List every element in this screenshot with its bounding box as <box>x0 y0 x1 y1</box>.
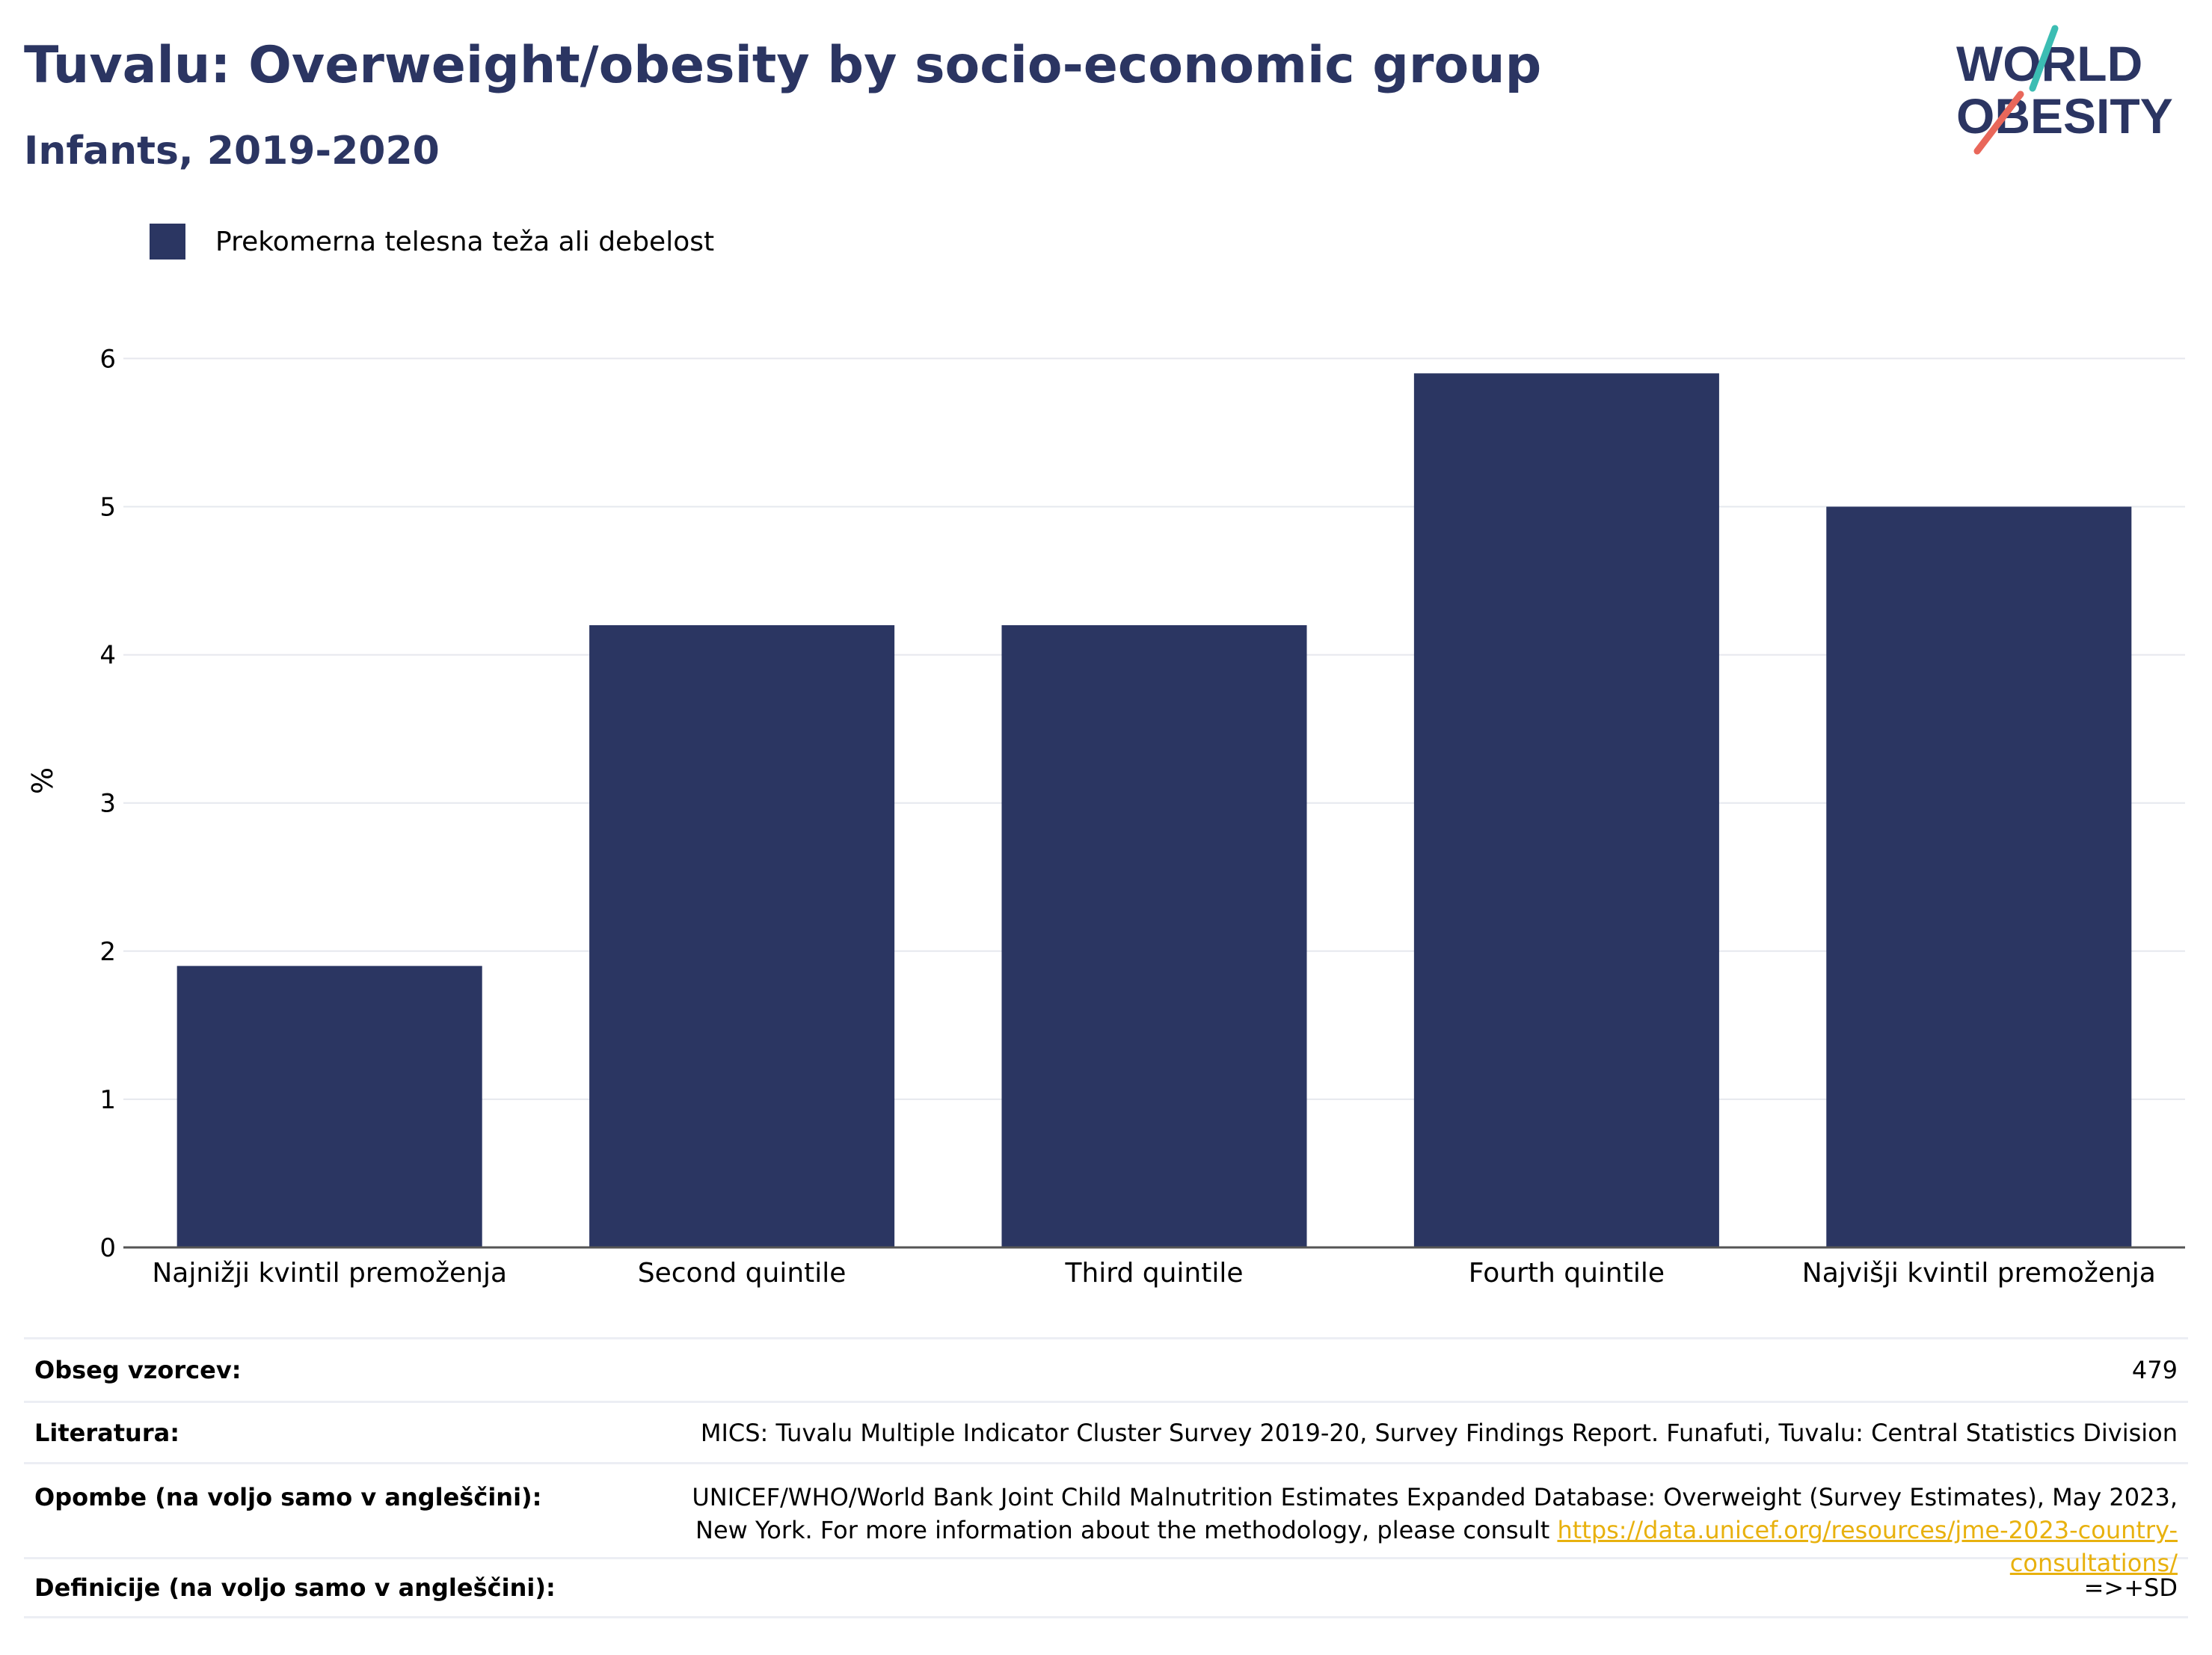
x-tick-label: Fourth quintile <box>1469 1258 1665 1289</box>
legend-label: Prekomerna telesna teža ali debelost <box>215 226 715 257</box>
bar-chart: 0 1 2 3 4 5 6 Najnižji kvintil premoženja Second… <box>26 344 2185 1289</box>
chart-title: Tuvalu: Overweight/obesity by socio-econ… <box>24 36 1542 95</box>
notes-link[interactable]: https://data.unicef.org/resources/jme-20… <box>1557 1516 2178 1577</box>
sample-size-label: Obseg vzorcev: <box>34 1356 242 1384</box>
logo-stroke-coral <box>1973 90 2024 155</box>
x-tick-label: Second quintile <box>638 1258 847 1289</box>
bar <box>589 625 895 1247</box>
bar <box>176 965 482 1247</box>
legend: Prekomerna telesna teža ali debelost <box>150 222 714 261</box>
y-tick-label: 0 <box>99 1233 116 1263</box>
y-tick-label: 2 <box>99 937 116 967</box>
y-tick-label: 1 <box>99 1085 116 1115</box>
literature-label: Literatura: <box>34 1418 179 1447</box>
notes-value: UNICEF/WHO/World Bank Joint Child Malnut… <box>645 1481 2188 1577</box>
bar <box>1826 506 2132 1247</box>
y-tick-label: 5 <box>99 493 116 523</box>
legend-swatch <box>150 224 185 260</box>
info-table: Obseg vzorcev: 479 Literatura: MICS: Tuv… <box>24 1337 2188 1618</box>
bar <box>1413 373 1719 1248</box>
sample-size-value: 479 <box>2131 1356 2178 1384</box>
y-tick-label: 3 <box>99 789 116 819</box>
definitions-value: =>+SD <box>2083 1573 2178 1602</box>
y-tick-label: 4 <box>99 641 116 671</box>
bar <box>1001 625 1307 1247</box>
x-tick-label: Najnižji kvintil premoženja <box>152 1258 507 1289</box>
notes-row: Opombe (na voljo samo v angleščini): UNI… <box>24 1462 2188 1577</box>
x-tick-label: Third quintile <box>1064 1258 1243 1289</box>
x-tick-label: Najvišji kvintil premoženja <box>1802 1258 2156 1289</box>
definitions-label: Definicije (na voljo samo v angleščini): <box>34 1573 556 1602</box>
literature-value: MICS: Tuvalu Multiple Indicator Cluster … <box>700 1418 2178 1447</box>
chart-subtitle: Infants, 2019-2020 <box>24 129 440 174</box>
notes-label: Opombe (na voljo samo v angleščini): <box>34 1483 542 1511</box>
y-tick-label: 6 <box>99 344 116 374</box>
literature-row: Literatura: MICS: Tuvalu Multiple Indica… <box>24 1401 2188 1462</box>
world-obesity-logo: WORLD OBESITY <box>1956 25 2173 155</box>
definitions-row: Definicije (na voljo samo v angleščini):… <box>24 1557 2188 1618</box>
notes-text: UNICEF/WHO/World Bank Joint Child Malnut… <box>692 1483 2178 1544</box>
logo-stroke-teal <box>2029 25 2059 92</box>
sample-size-row: Obseg vzorcev: 479 <box>24 1337 2188 1401</box>
y-axis-label: % <box>26 767 59 794</box>
